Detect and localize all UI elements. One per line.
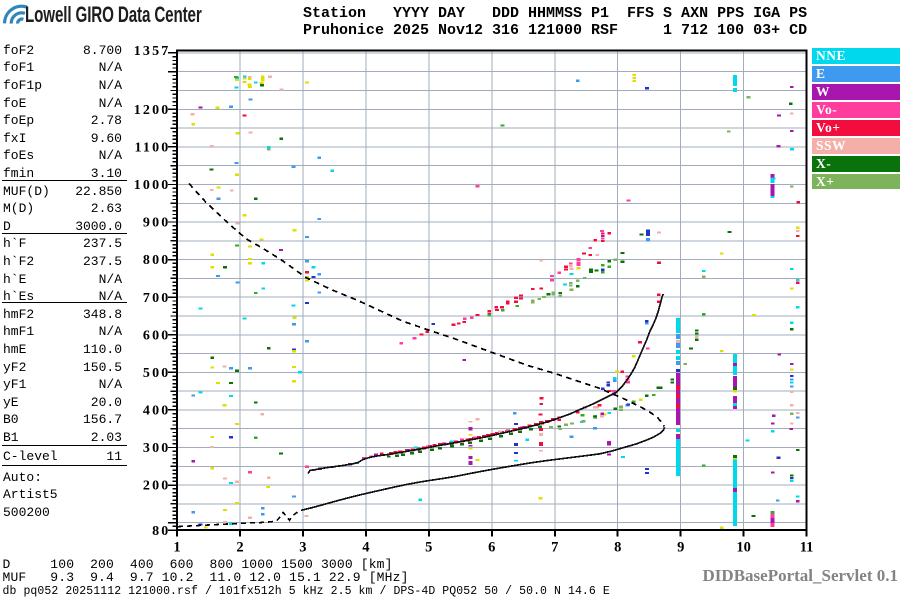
svg-text:1100: 1100 xyxy=(134,141,170,156)
svg-text:900: 900 xyxy=(143,216,171,231)
svg-text:1357: 1357 xyxy=(134,44,171,59)
svg-text:3: 3 xyxy=(299,540,306,556)
svg-text:600: 600 xyxy=(143,328,171,343)
svg-text:200: 200 xyxy=(143,479,171,494)
svg-text:300: 300 xyxy=(143,441,171,456)
svg-text:11: 11 xyxy=(800,540,814,556)
svg-text:1200: 1200 xyxy=(134,103,171,118)
svg-text:2: 2 xyxy=(236,540,243,556)
svg-text:1000: 1000 xyxy=(134,178,171,193)
svg-text:7: 7 xyxy=(551,540,558,556)
svg-text:6: 6 xyxy=(488,540,495,556)
svg-text:1: 1 xyxy=(173,540,180,556)
svg-text:9: 9 xyxy=(677,540,684,556)
svg-text:4: 4 xyxy=(362,540,369,556)
svg-text:8: 8 xyxy=(614,540,621,556)
svg-text:80: 80 xyxy=(152,524,170,539)
svg-text:400: 400 xyxy=(143,404,171,419)
svg-text:500: 500 xyxy=(143,366,171,381)
svg-text:10: 10 xyxy=(736,540,751,556)
svg-text:700: 700 xyxy=(143,291,171,306)
svg-text:800: 800 xyxy=(143,253,171,268)
svg-text:5: 5 xyxy=(425,540,432,556)
